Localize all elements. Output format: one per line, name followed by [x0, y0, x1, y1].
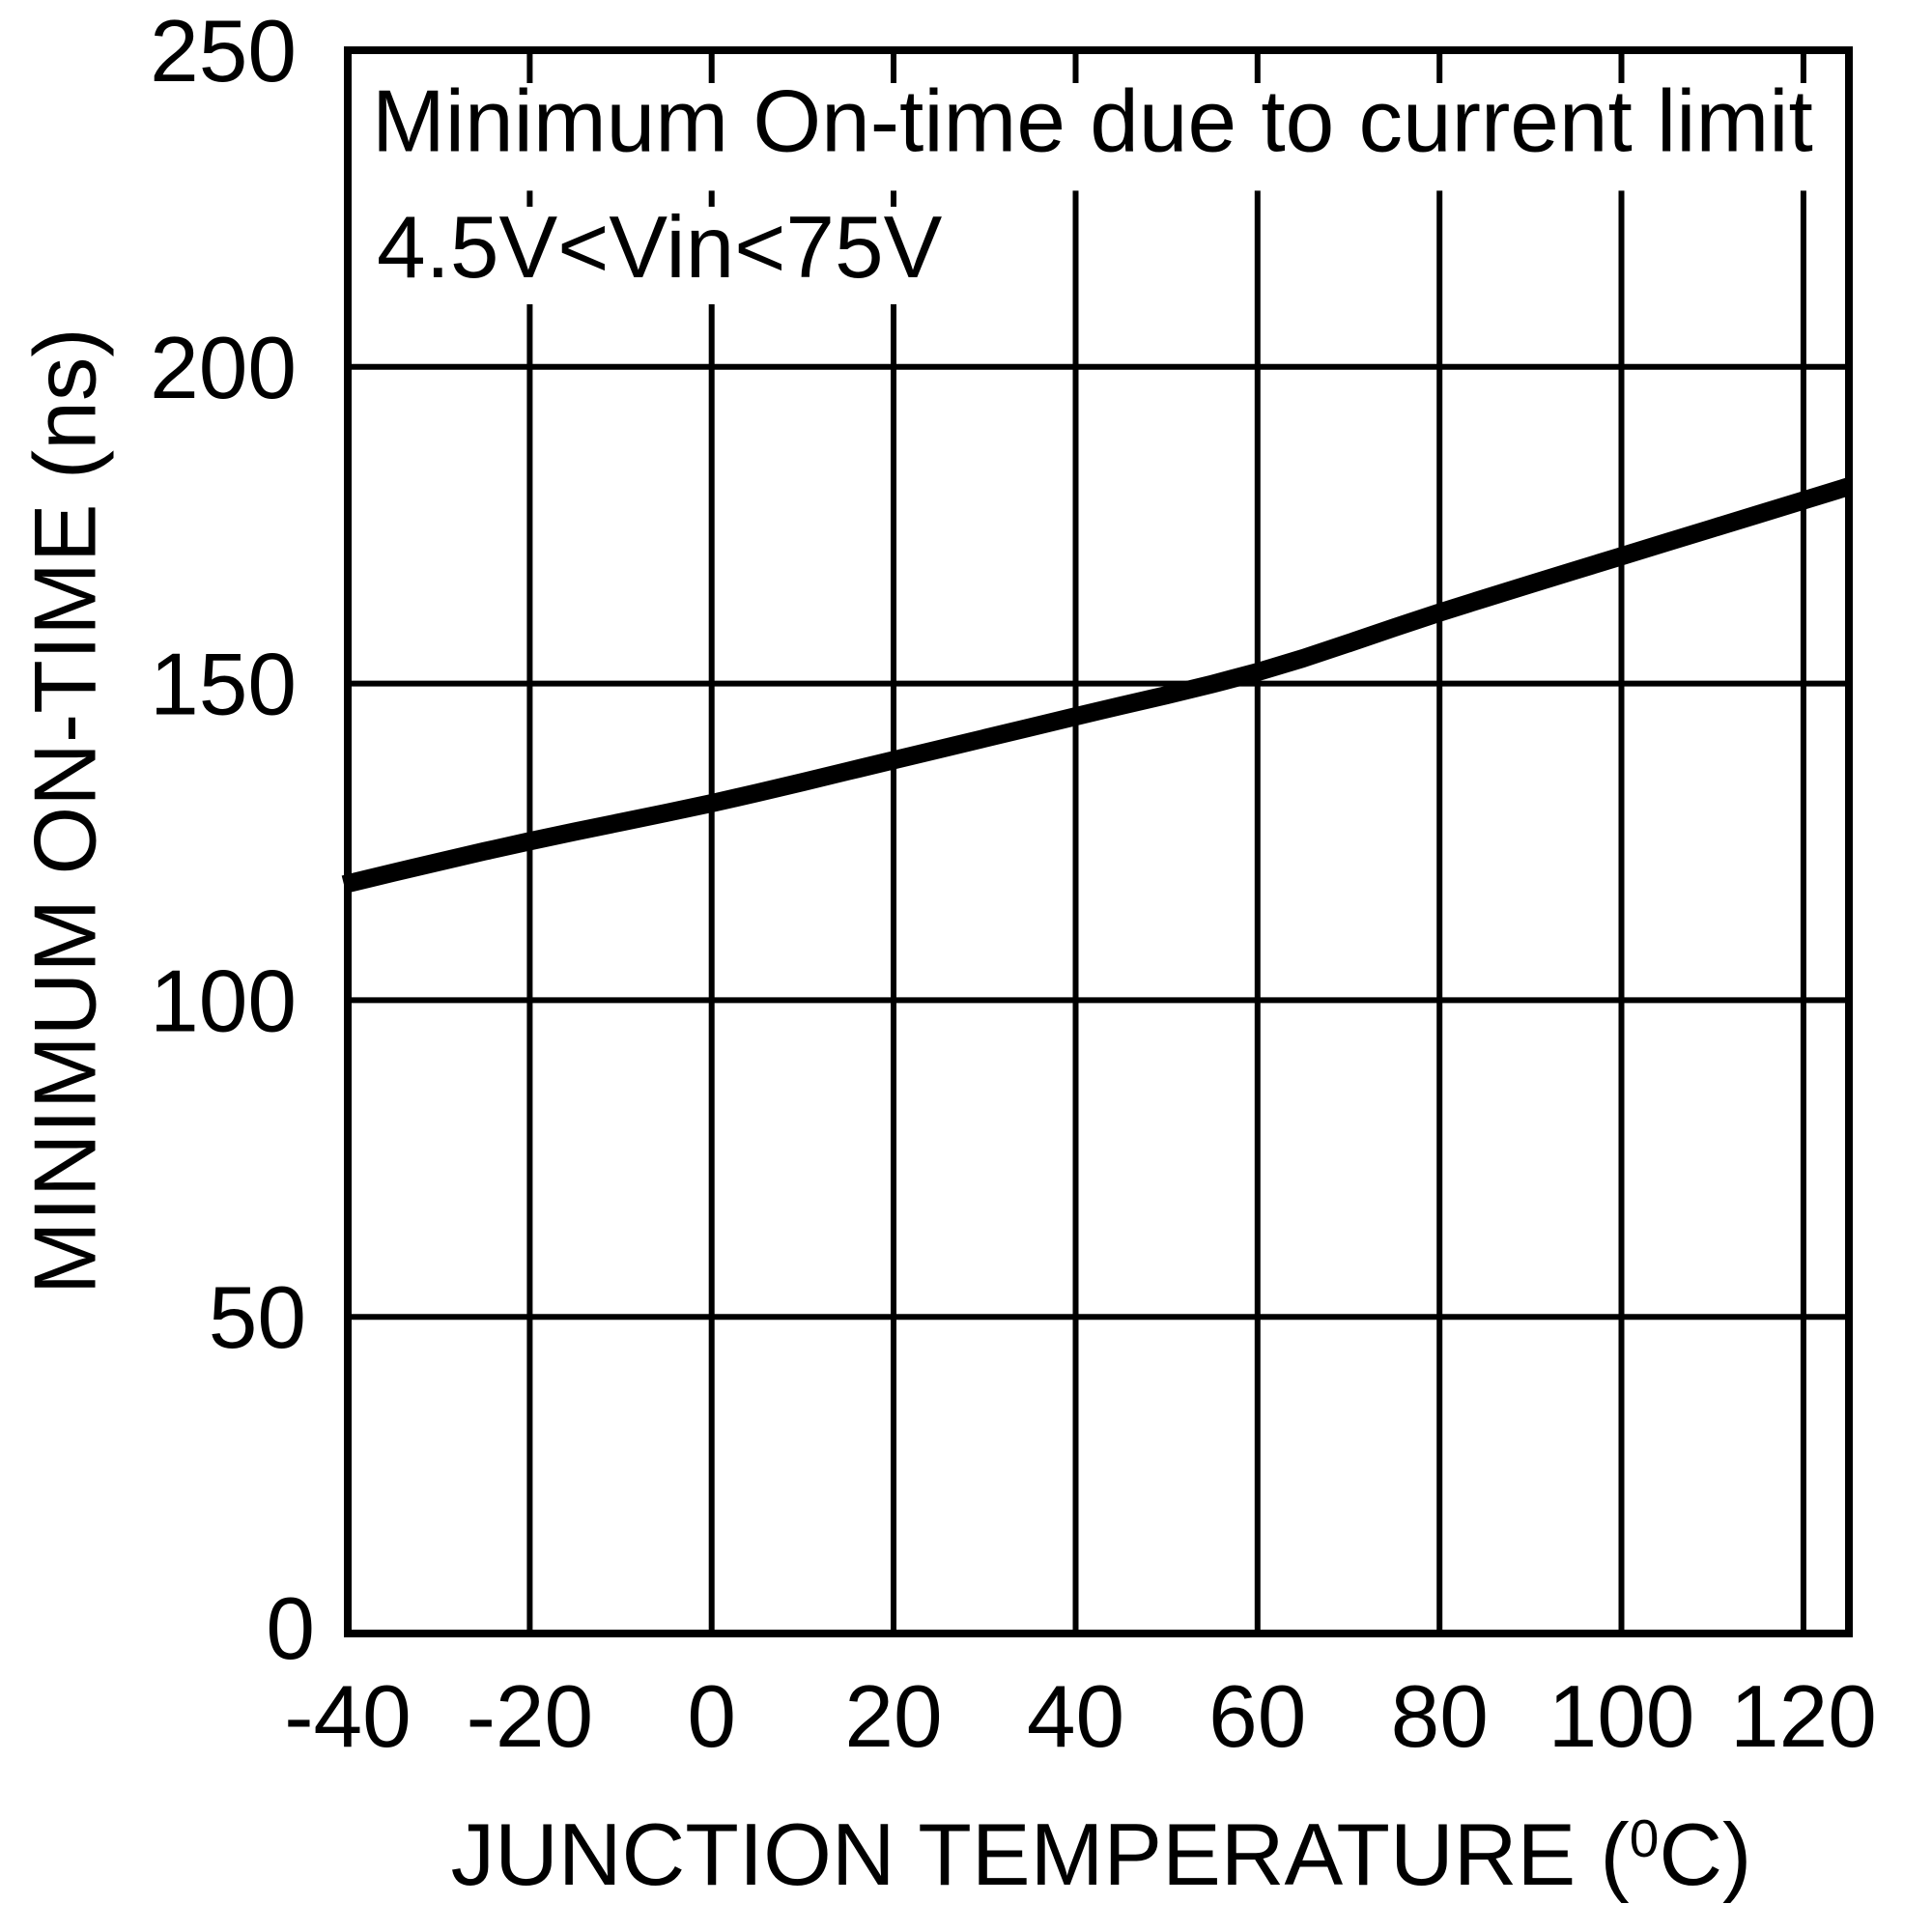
svg-text:0: 0: [266, 1580, 315, 1678]
svg-text:JUNCTION TEMPERATURE (0C): JUNCTION TEMPERATURE (0C): [451, 1806, 1752, 1904]
svg-text:-20: -20: [467, 1668, 594, 1766]
svg-text:Minimum On-time due to current: Minimum On-time due to current limit: [372, 73, 1813, 171]
svg-text:20: 20: [844, 1668, 942, 1766]
svg-text:4.5V<Vin<75V: 4.5V<Vin<75V: [377, 199, 943, 297]
svg-text:80: 80: [1391, 1668, 1489, 1766]
svg-text:100: 100: [150, 952, 297, 1050]
svg-text:200: 200: [150, 320, 297, 417]
svg-text:-40: -40: [284, 1668, 412, 1766]
svg-text:40: 40: [1027, 1668, 1124, 1766]
svg-text:250: 250: [150, 3, 297, 100]
svg-text:100: 100: [1548, 1668, 1695, 1766]
svg-text:150: 150: [150, 637, 297, 734]
svg-text:60: 60: [1208, 1668, 1306, 1766]
svg-text:0: 0: [687, 1668, 736, 1766]
svg-text:50: 50: [209, 1269, 306, 1367]
svg-text:120: 120: [1730, 1668, 1877, 1766]
svg-text:MINIMUM ON-TIME (ns): MINIMUM ON-TIME (ns): [17, 327, 115, 1294]
